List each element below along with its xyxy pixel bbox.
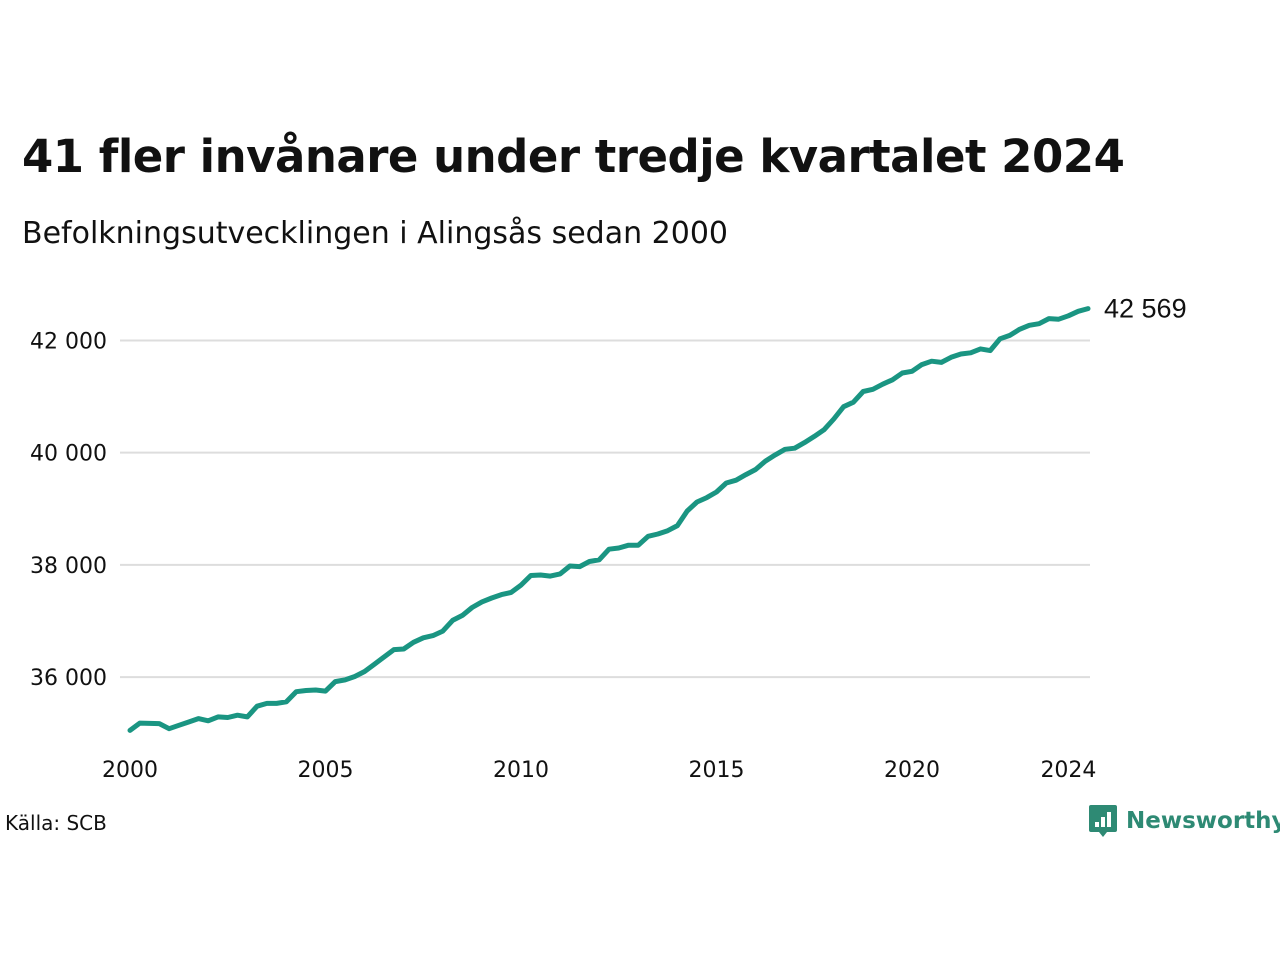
y-tick-label: 40 000 — [30, 442, 107, 467]
chart-subtitle: Befolkningsutvecklingen i Alingsås sedan… — [22, 216, 728, 251]
x-tick-label: 2005 — [298, 758, 354, 783]
y-tick-label: 42 000 — [30, 329, 107, 354]
y-tick-label: 38 000 — [30, 554, 107, 579]
x-tick-label: 2024 — [1040, 758, 1096, 783]
source-note: Källa: SCB — [5, 811, 107, 835]
chart-title: 41 fler invånare under tredje kvartalet … — [22, 130, 1125, 183]
x-tick-label: 2015 — [689, 758, 745, 783]
x-tick-label: 2010 — [493, 758, 549, 783]
x-tick-label: 2020 — [884, 758, 940, 783]
y-tick-label: 36 000 — [30, 666, 107, 691]
brand-logo: Newsworthy — [1088, 803, 1280, 839]
series-line — [127, 306, 1091, 733]
last-value-label: 42 569 — [1104, 294, 1187, 324]
x-tick-label: 2000 — [102, 758, 158, 783]
newsworthy-logo-icon — [1089, 805, 1117, 837]
line-chart: 36 000 38 000 40 000 42 000 2000 2005 2010 2015… — [30, 294, 1187, 783]
brand-name: Newsworthy — [1126, 808, 1280, 834]
